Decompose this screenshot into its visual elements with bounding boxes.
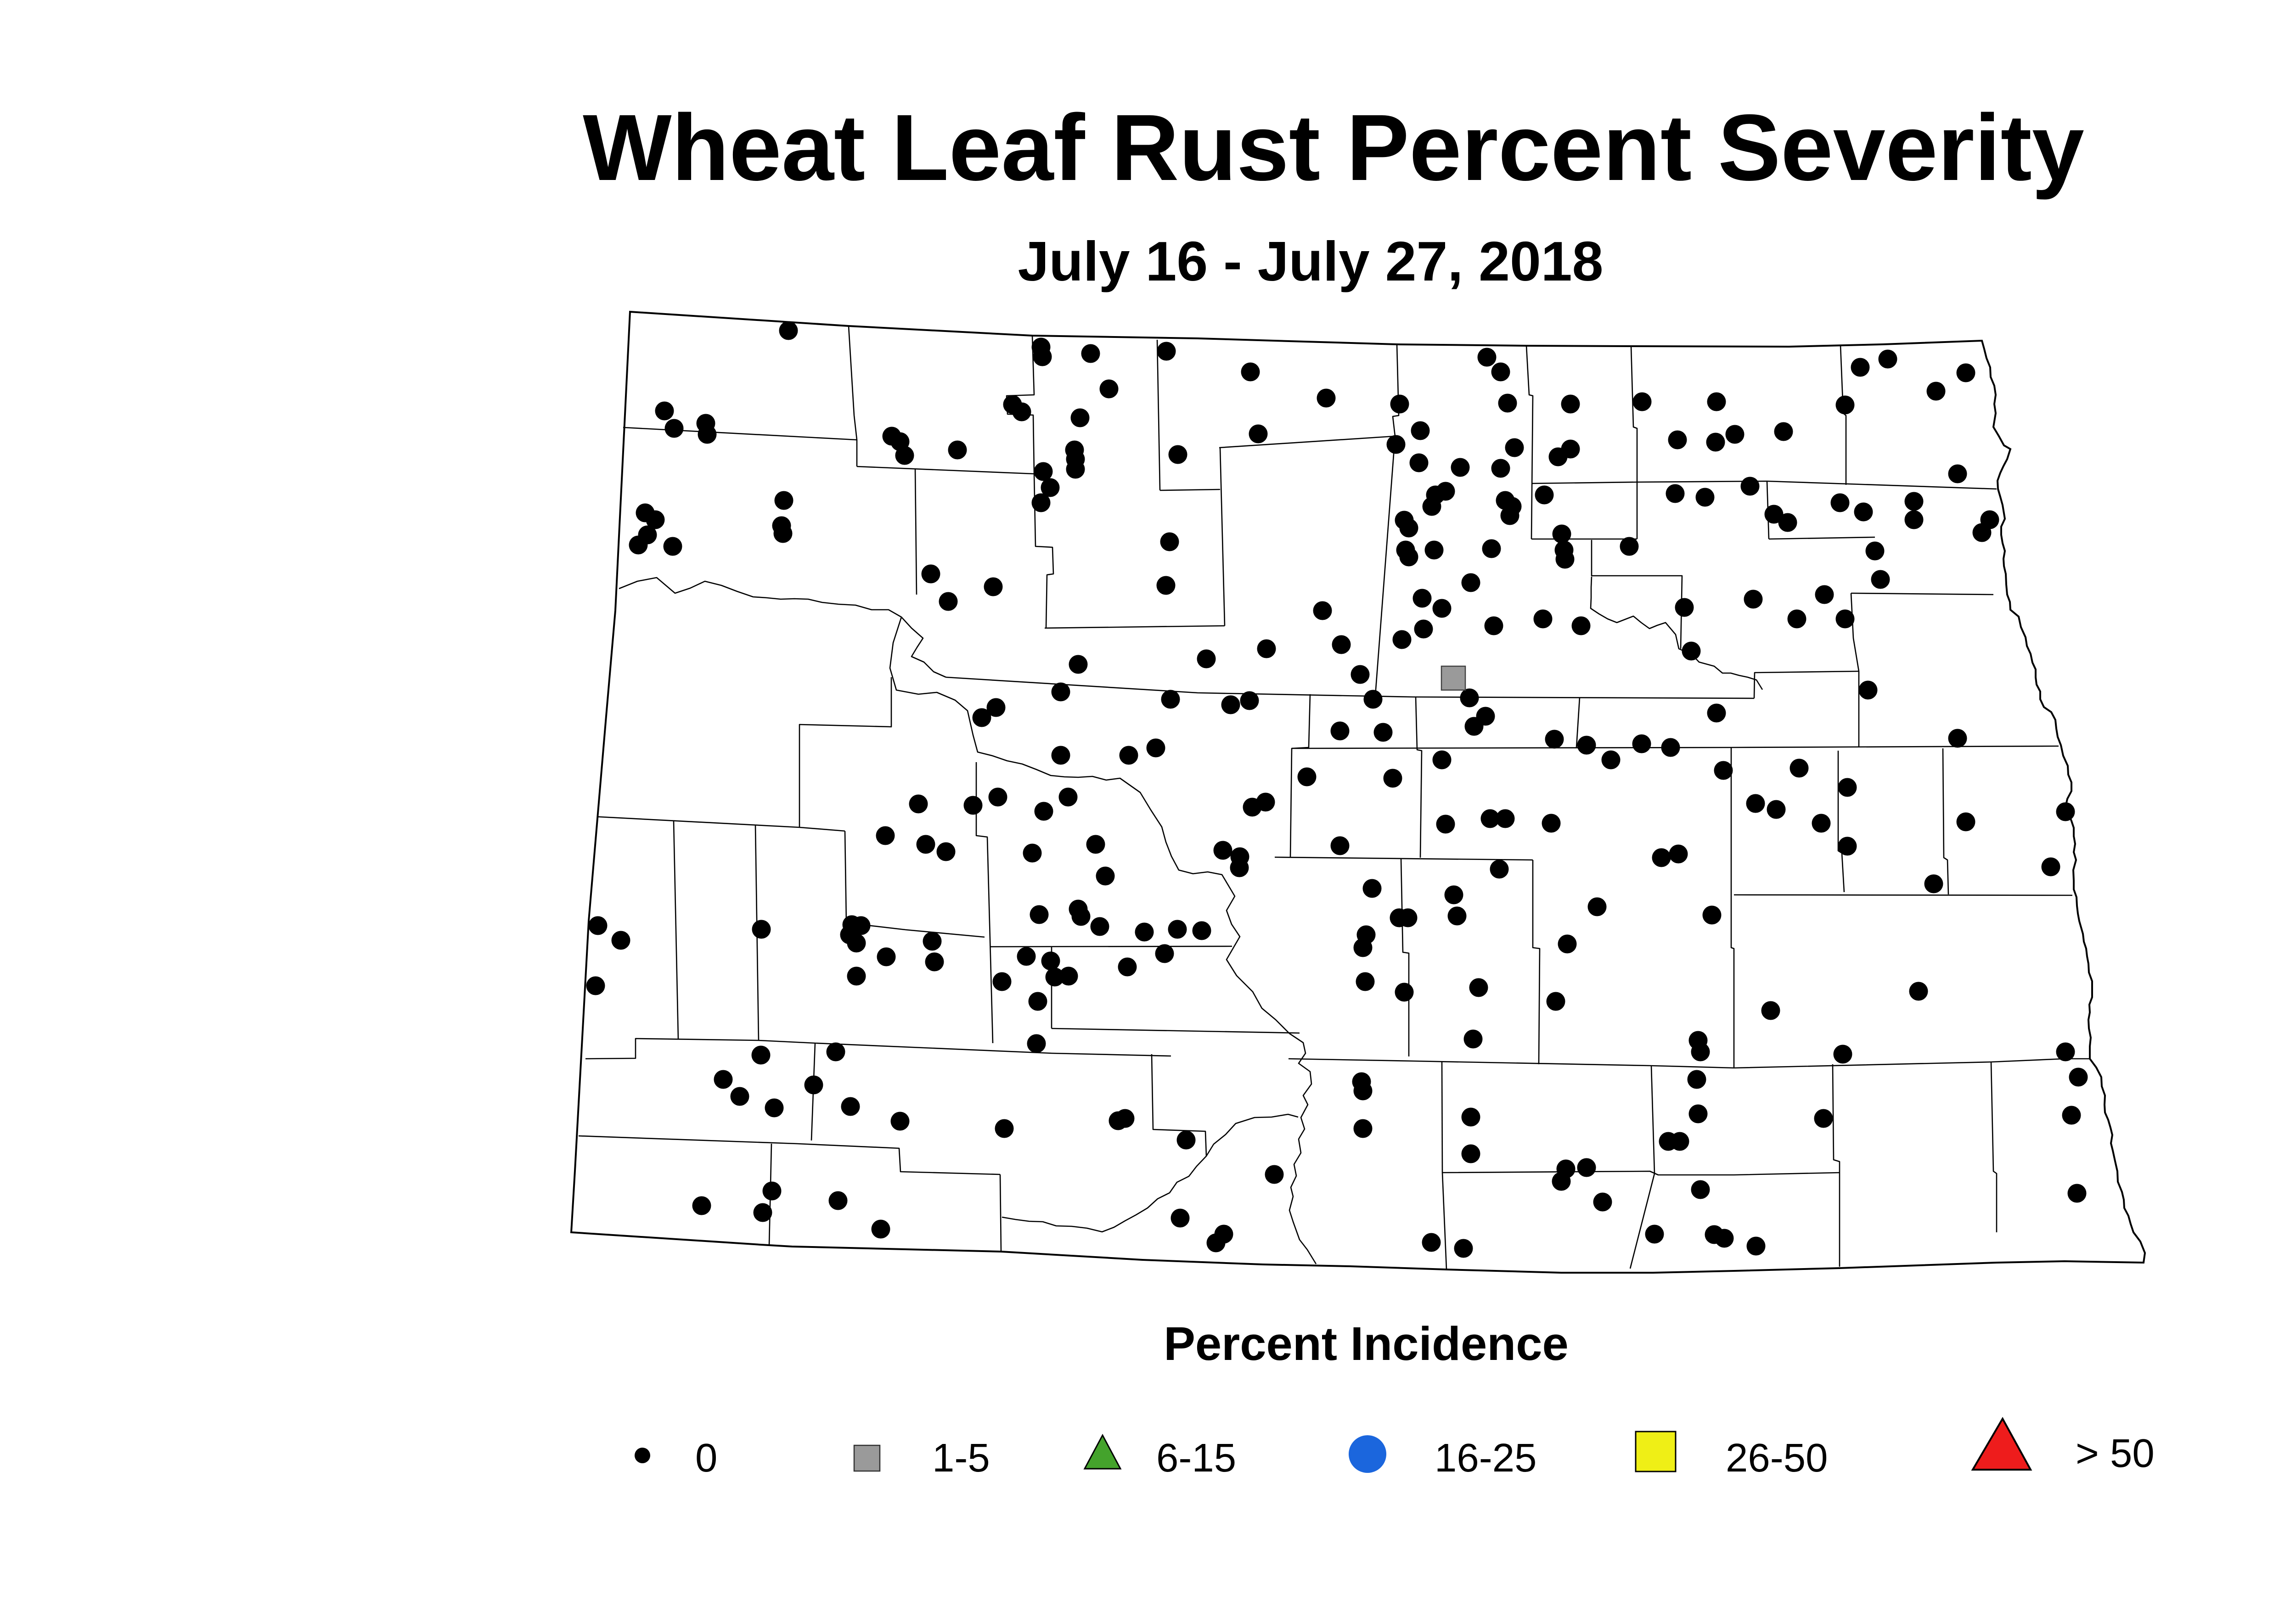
svg-text:> 50: > 50 [2076, 1431, 2155, 1476]
svg-text:6-15: 6-15 [1156, 1436, 1236, 1480]
svg-text:July 16 - July 27, 2018: July 16 - July 27, 2018 [1018, 230, 1603, 292]
svg-text:16-25: 16-25 [1435, 1436, 1537, 1480]
svg-text:Wheat Leaf Rust Percent Severi: Wheat Leaf Rust Percent Severity [583, 95, 2084, 200]
svg-text:26-50: 26-50 [1726, 1436, 1828, 1480]
svg-text:Percent Incidence: Percent Incidence [1164, 1317, 1569, 1370]
svg-text:1-5: 1-5 [932, 1436, 990, 1480]
svg-text:0: 0 [695, 1436, 717, 1480]
